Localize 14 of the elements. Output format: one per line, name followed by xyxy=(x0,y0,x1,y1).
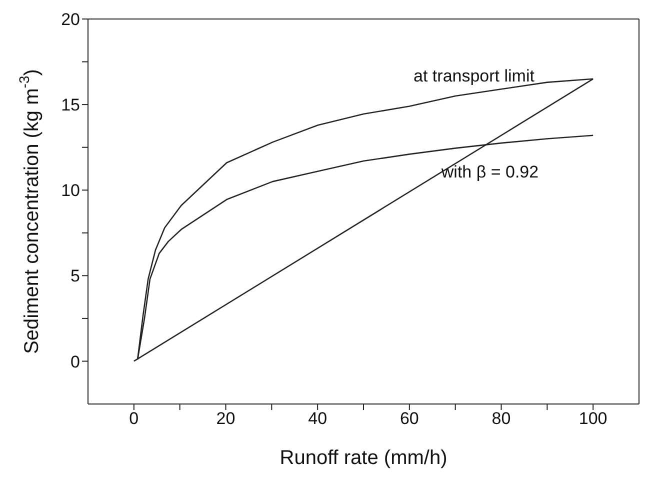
x-tick-label: 80 xyxy=(492,409,511,428)
x-tick-label: 60 xyxy=(400,409,419,428)
x-axis-title: Runoff rate (mm/h) xyxy=(280,447,448,469)
y-tick-label: 0 xyxy=(70,352,80,372)
y-tick-label: 5 xyxy=(70,266,80,286)
y-tick-label: 10 xyxy=(61,181,80,200)
x-tick-label: 0 xyxy=(129,409,139,428)
annotation: at transport limit xyxy=(414,66,535,86)
y-tick-label: 15 xyxy=(61,96,80,115)
x-tick-label: 100 xyxy=(578,409,608,428)
x-tick-label: 20 xyxy=(216,409,236,428)
x-tick-label: 40 xyxy=(308,409,328,428)
y-tick-label: 20 xyxy=(61,10,80,30)
annotation: with β = 0.92 xyxy=(440,162,539,182)
